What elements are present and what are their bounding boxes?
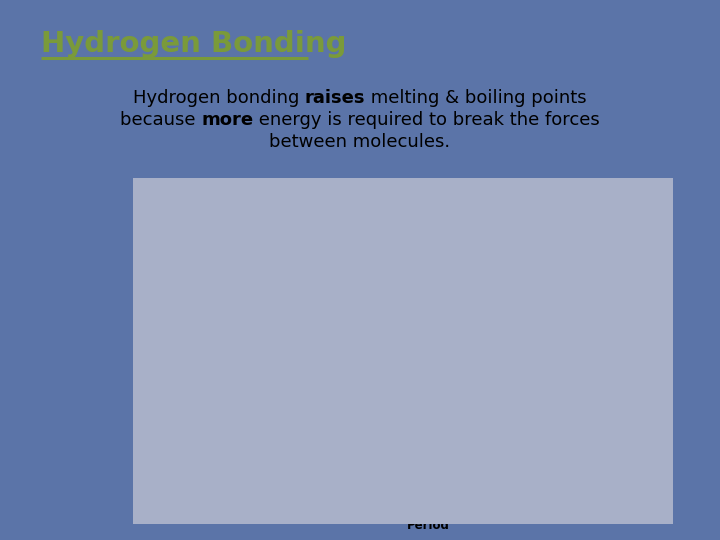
Text: NH₃: NH₃ (354, 344, 369, 353)
Text: H₂Se: H₂Se (512, 352, 532, 361)
Text: energy is required to break the forces: energy is required to break the forces (253, 111, 600, 129)
Text: more: more (201, 111, 253, 129)
Y-axis label: Temperature (°C): Temperature (°C) (152, 301, 162, 390)
Text: HF: HF (354, 291, 364, 300)
Text: raises: raises (305, 89, 366, 107)
Text: Hydrogen bonding: Hydrogen bonding (133, 89, 305, 107)
Text: SbH₃: SbH₃ (591, 329, 611, 338)
Text: between molecules.: between molecules. (269, 133, 451, 151)
Text: H₂Te: H₂Te (591, 312, 609, 321)
Text: HI: HI (591, 346, 600, 355)
Text: Hydrogen Bonding: Hydrogen Bonding (41, 30, 346, 58)
Text: melting & boiling points: melting & boiling points (366, 89, 587, 107)
Text: GeH₄: GeH₄ (512, 401, 534, 410)
Text: CH₄: CH₄ (354, 475, 369, 484)
Text: SnH₄: SnH₄ (591, 363, 611, 373)
Text: SiH₄: SiH₄ (433, 425, 450, 434)
Text: HCl: HCl (433, 397, 447, 407)
Text: HBr: HBr (512, 379, 528, 388)
Text: AsH₃: AsH₃ (512, 367, 531, 376)
Text: PH₃: PH₃ (433, 401, 447, 409)
Text: H₂O: H₂O (354, 207, 369, 217)
X-axis label: Period: Period (407, 518, 450, 531)
Text: because: because (120, 111, 201, 129)
Text: H₂S: H₂S (433, 373, 447, 382)
